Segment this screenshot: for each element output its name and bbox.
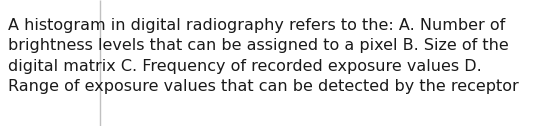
Text: A histogram in digital radiography refers to the: A. Number of
brightness levels: A histogram in digital radiography refer… <box>8 18 519 94</box>
